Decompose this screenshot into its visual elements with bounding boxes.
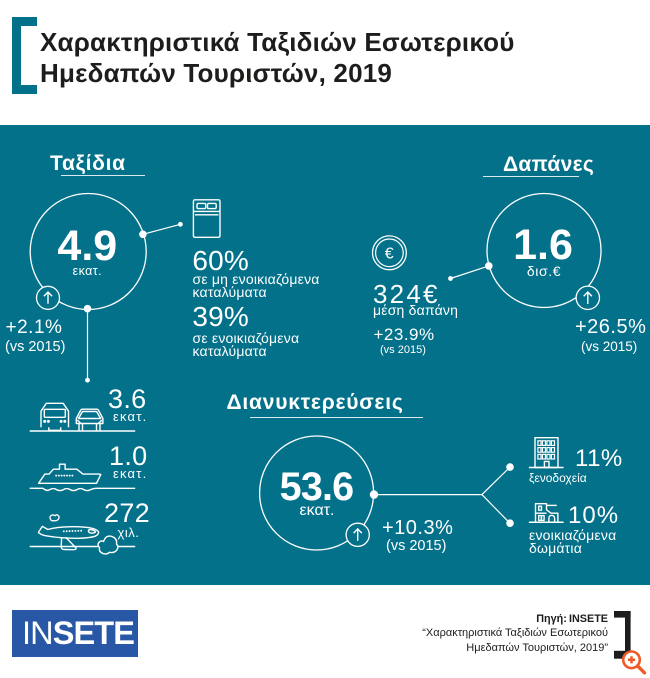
svg-text:€: € <box>385 246 394 263</box>
